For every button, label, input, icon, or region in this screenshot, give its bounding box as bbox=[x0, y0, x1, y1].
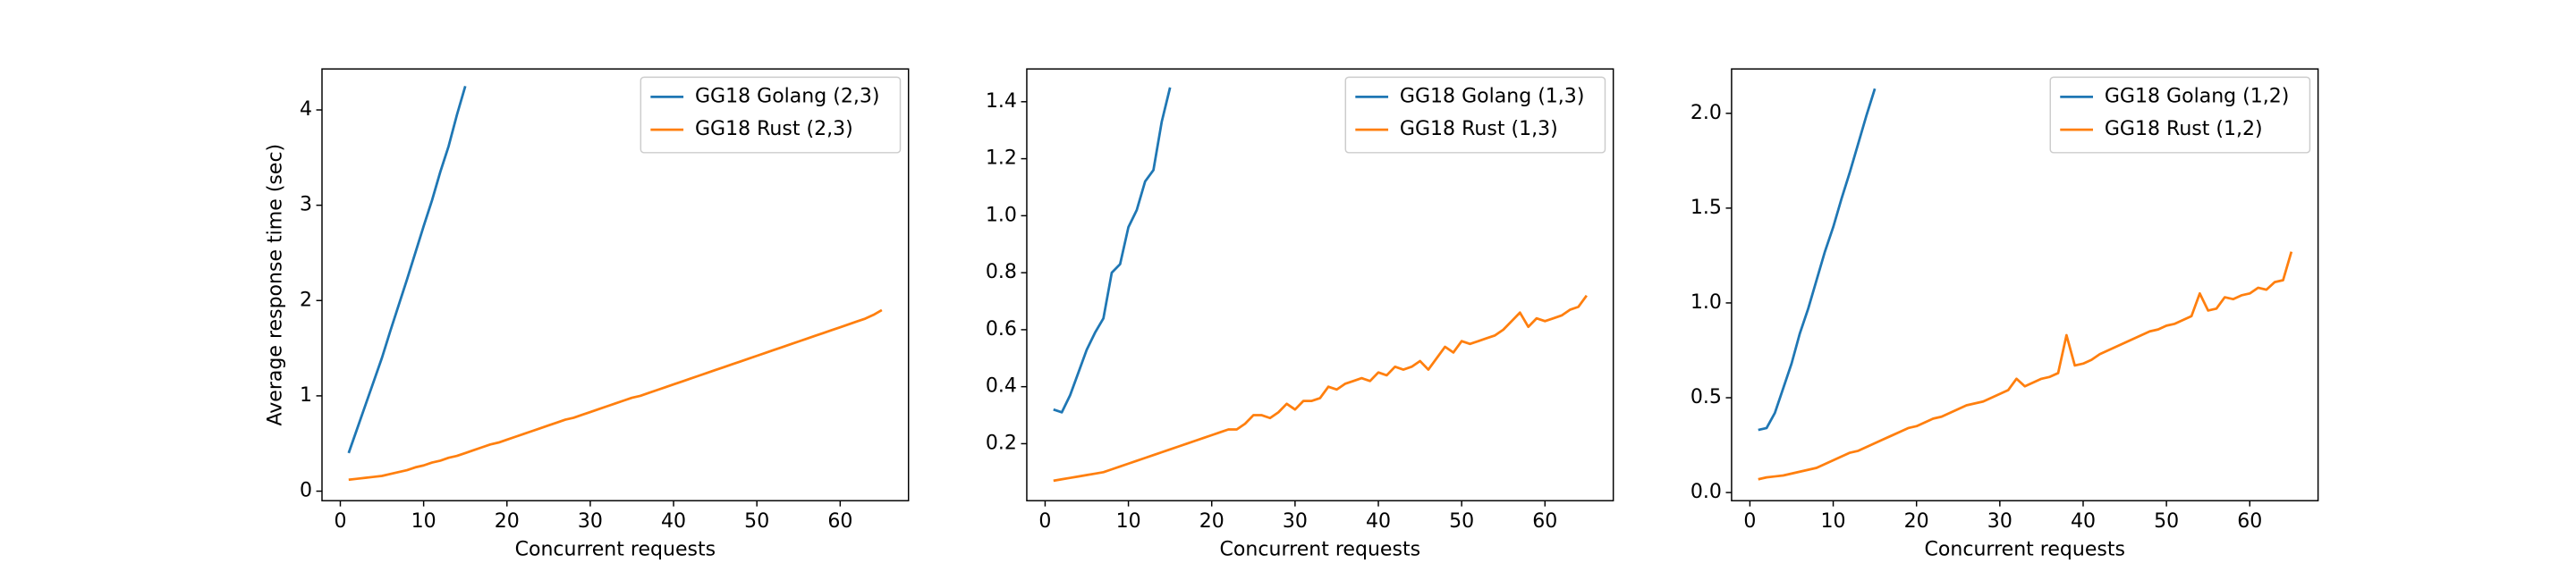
y-tick-label: 1.0 bbox=[1690, 291, 1722, 314]
y-tick-label: 1.5 bbox=[1690, 197, 1722, 219]
x-tick-label: 50 bbox=[744, 510, 769, 533]
x-axis-label: Concurrent requests bbox=[1925, 538, 2126, 560]
y-tick-label: 0.4 bbox=[986, 375, 1017, 398]
x-tick-label: 10 bbox=[1116, 510, 1141, 533]
legend-label: GG18 Rust (1,3) bbox=[1400, 118, 1558, 140]
x-tick-label: 60 bbox=[1532, 510, 1557, 533]
legend-label: GG18 Golang (1,2) bbox=[2105, 85, 2290, 107]
x-tick-label: 30 bbox=[578, 510, 603, 533]
x-tick-label: 0 bbox=[1743, 510, 1756, 533]
legend-label: GG18 Rust (1,2) bbox=[2105, 118, 2263, 140]
legend-label: GG18 Rust (2,3) bbox=[695, 118, 853, 140]
y-tick-label: 1.0 bbox=[986, 204, 1017, 226]
legend-label: GG18 Golang (1,3) bbox=[1400, 85, 1585, 107]
y-tick-label: 0.6 bbox=[986, 318, 1017, 341]
x-tick-label: 60 bbox=[2237, 510, 2262, 533]
plot-frame bbox=[321, 68, 910, 501]
y-tick-label: 2 bbox=[300, 289, 312, 311]
series-line bbox=[1053, 294, 1588, 483]
subplot: 0 10 20 30 40 50 60 0.2 0.4 0.6 0.8 1.0 1.2 1.4 Concur… bbox=[986, 68, 1614, 560]
x-tick-label: 50 bbox=[2154, 510, 2179, 533]
legend: GG18 Golang (1,3) GG18 Rust (1,3) bbox=[1344, 76, 1606, 154]
x-tick-label: 60 bbox=[827, 510, 852, 533]
plot-frame bbox=[1026, 68, 1614, 501]
series-line bbox=[348, 308, 883, 482]
y-tick-label: 4 bbox=[300, 98, 312, 121]
legend-label: GG18 Golang (2,3) bbox=[695, 85, 880, 107]
legend-frame bbox=[1344, 76, 1606, 154]
subplot: 0 10 20 30 40 50 60 0 1 2 3 4 Concurrent requests Ave… bbox=[265, 68, 910, 560]
legend-frame bbox=[2049, 76, 2311, 154]
x-tick-label: 10 bbox=[1821, 510, 1846, 533]
x-tick-label: 40 bbox=[2071, 510, 2096, 533]
y-tick-label: 2.0 bbox=[1690, 102, 1722, 124]
y-axis-label: Average response time (sec) bbox=[265, 144, 287, 426]
subplot: 0 10 20 30 40 50 60 0.0 0.5 1.0 1.5 2.0 Concurrent r… bbox=[1690, 68, 2319, 560]
y-tick-label: 0.0 bbox=[1690, 481, 1722, 503]
legend: GG18 Golang (1,2) GG18 Rust (1,2) bbox=[2049, 76, 2311, 154]
x-axis-label: Concurrent requests bbox=[515, 538, 716, 560]
y-tick-label: 0.8 bbox=[986, 261, 1017, 283]
series-line bbox=[1758, 88, 1877, 432]
x-tick-label: 0 bbox=[334, 510, 346, 533]
y-tick-label: 1.2 bbox=[986, 147, 1017, 170]
series-line bbox=[1053, 87, 1172, 414]
series-line bbox=[1758, 251, 2293, 481]
y-tick-label: 3 bbox=[300, 194, 312, 216]
x-tick-label: 20 bbox=[1904, 510, 1929, 533]
x-tick-label: 0 bbox=[1038, 510, 1051, 533]
x-tick-label: 30 bbox=[1987, 510, 2012, 533]
x-tick-label: 40 bbox=[661, 510, 686, 533]
x-tick-label: 20 bbox=[495, 510, 520, 533]
x-axis-label: Concurrent requests bbox=[1220, 538, 1421, 560]
series-line bbox=[347, 85, 467, 454]
x-tick-label: 30 bbox=[1283, 510, 1308, 533]
plot-frame bbox=[1731, 68, 2319, 501]
x-tick-label: 20 bbox=[1199, 510, 1224, 533]
legend-frame bbox=[640, 76, 902, 154]
y-tick-label: 1.4 bbox=[986, 90, 1017, 113]
y-tick-label: 1 bbox=[300, 384, 312, 407]
x-tick-label: 10 bbox=[411, 510, 436, 533]
y-tick-label: 0.5 bbox=[1690, 386, 1722, 408]
y-tick-label: 0 bbox=[300, 480, 312, 502]
y-tick-label: 0.2 bbox=[986, 432, 1017, 454]
x-tick-label: 40 bbox=[1366, 510, 1391, 533]
legend: GG18 Golang (2,3) GG18 Rust (2,3) bbox=[640, 76, 902, 154]
x-tick-label: 50 bbox=[1449, 510, 1474, 533]
